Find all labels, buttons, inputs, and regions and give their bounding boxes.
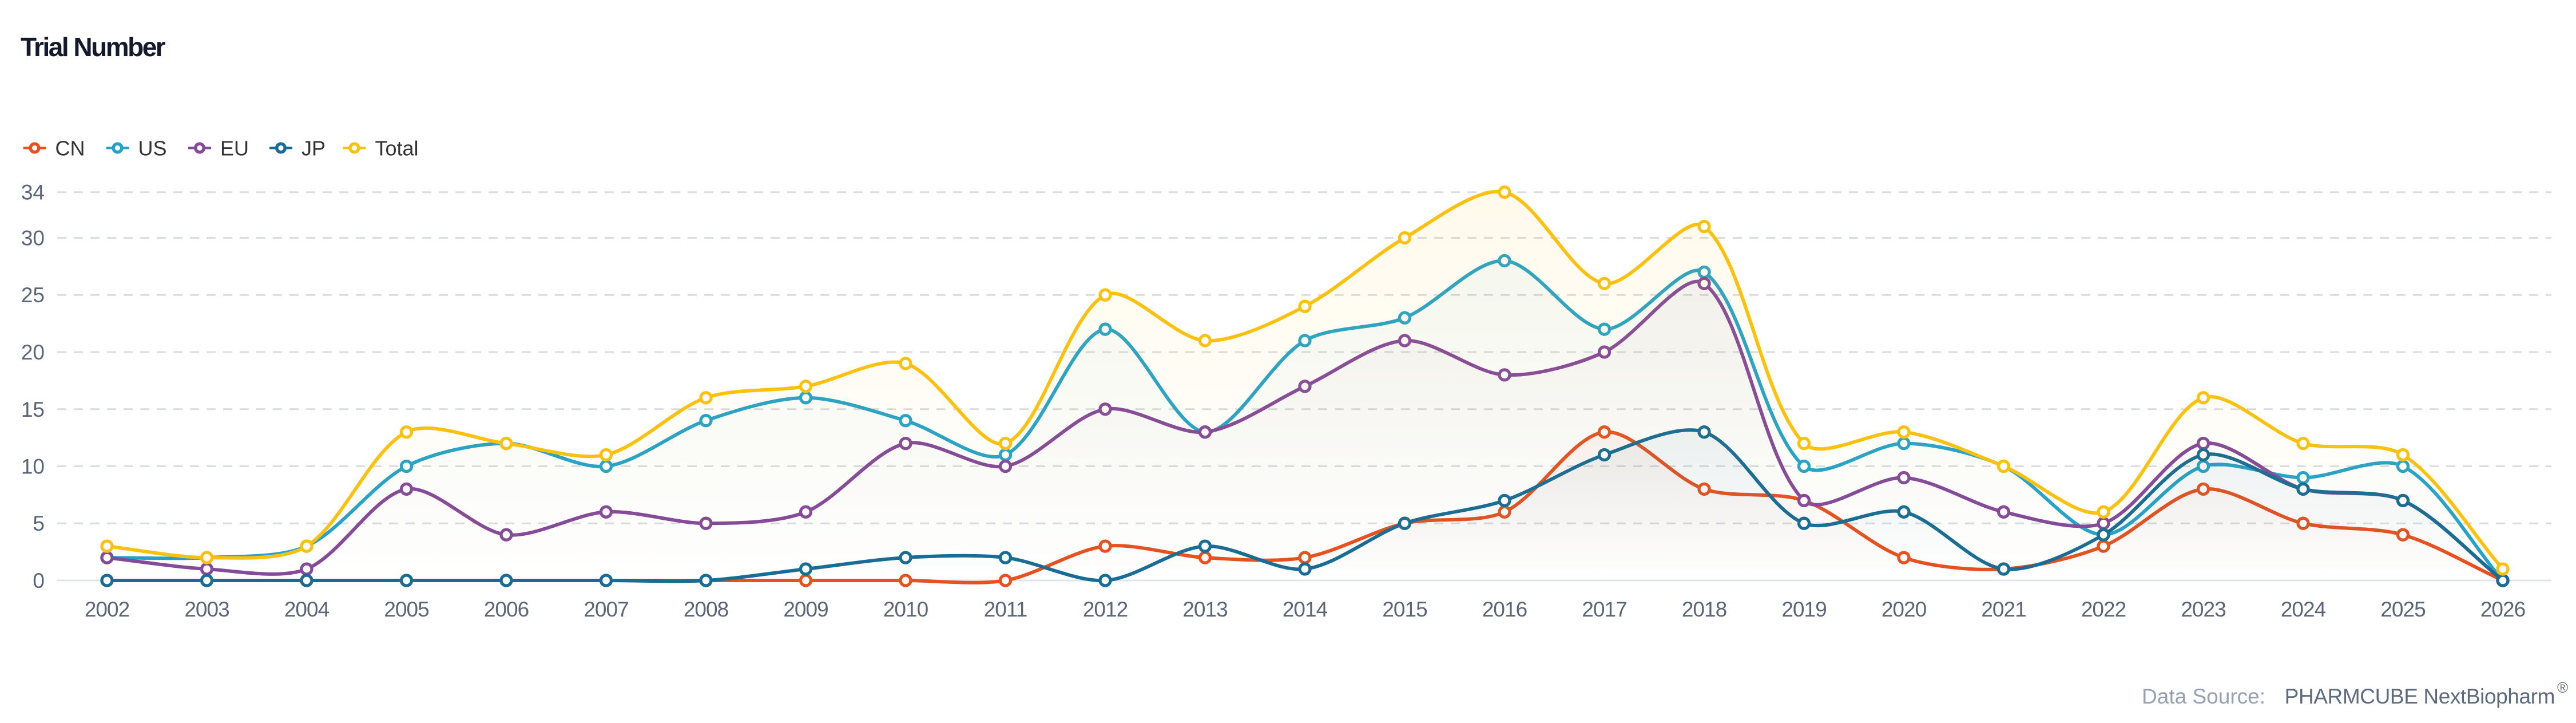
svg-text:2008: 2008: [684, 598, 728, 621]
svg-text:2018: 2018: [1682, 598, 1726, 621]
svg-text:US: US: [138, 137, 167, 160]
svg-text:2025: 2025: [2380, 598, 2426, 621]
svg-text:2009: 2009: [783, 598, 828, 621]
svg-text:2003: 2003: [184, 598, 229, 621]
svg-text:PHARMCUBE NextBiopharm: PHARMCUBE NextBiopharm: [2285, 685, 2555, 708]
svg-text:2026: 2026: [2480, 598, 2525, 621]
svg-text:2002: 2002: [85, 598, 129, 621]
svg-text:2014: 2014: [1283, 598, 1328, 621]
svg-text:2004: 2004: [284, 598, 330, 621]
svg-text:Trial Number: Trial Number: [21, 32, 166, 62]
svg-text:CN: CN: [55, 137, 85, 160]
svg-text:2021: 2021: [1981, 598, 2026, 621]
svg-text:10: 10: [21, 455, 45, 479]
svg-text:EU: EU: [220, 137, 249, 160]
svg-text:2011: 2011: [984, 598, 1027, 621]
svg-text:2006: 2006: [484, 598, 529, 621]
svg-text:2022: 2022: [2081, 598, 2126, 621]
svg-text:2017: 2017: [1582, 598, 1626, 621]
svg-text:2016: 2016: [1482, 598, 1527, 621]
svg-text:2024: 2024: [2281, 598, 2326, 621]
svg-text:2019: 2019: [1781, 598, 1826, 621]
svg-text:2015: 2015: [1382, 598, 1427, 621]
svg-text:2007: 2007: [584, 598, 628, 621]
svg-text:®: ®: [2557, 679, 2568, 696]
svg-text:Data Source:: Data Source:: [2142, 685, 2265, 708]
svg-text:2013: 2013: [1182, 598, 1227, 621]
svg-text:25: 25: [21, 283, 45, 307]
svg-text:2023: 2023: [2181, 598, 2225, 621]
svg-text:0: 0: [33, 569, 45, 592]
svg-text:15: 15: [21, 398, 45, 421]
svg-text:2012: 2012: [1083, 598, 1128, 621]
svg-text:Total: Total: [375, 137, 419, 160]
svg-text:2005: 2005: [384, 598, 429, 621]
svg-text:2010: 2010: [883, 598, 928, 621]
svg-text:20: 20: [21, 341, 45, 364]
svg-text:JP: JP: [301, 137, 326, 160]
svg-text:2020: 2020: [1882, 598, 1927, 621]
svg-text:5: 5: [33, 512, 45, 535]
svg-text:34: 34: [21, 181, 45, 204]
svg-text:30: 30: [21, 227, 45, 250]
